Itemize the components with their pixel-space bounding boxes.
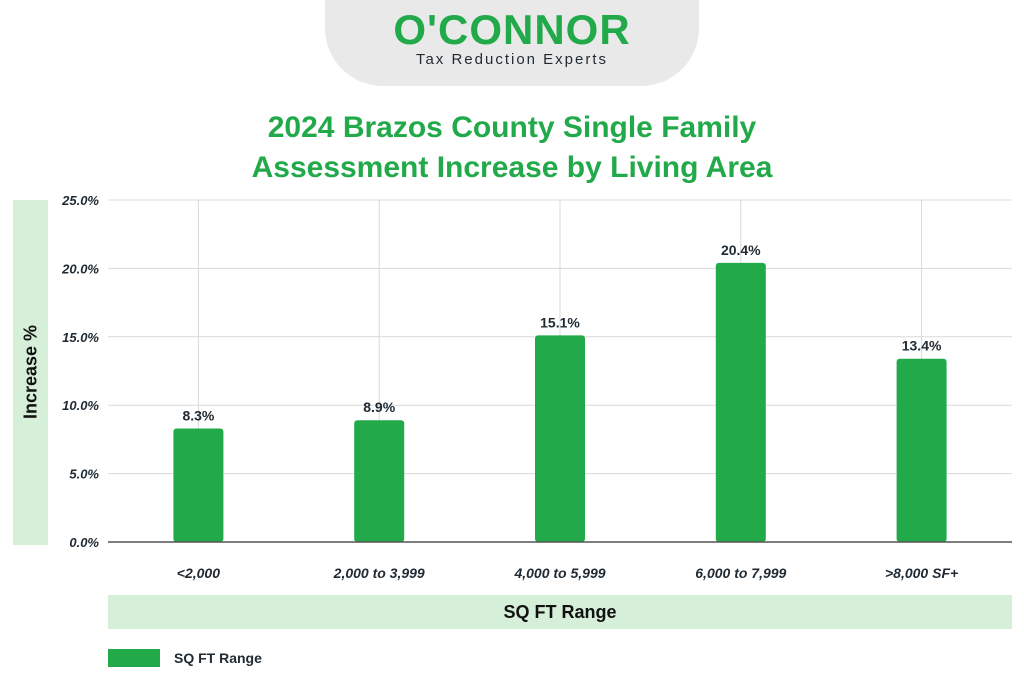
x-axis-label: SQ FT Range <box>503 602 617 622</box>
bar-data-label: 15.1% <box>540 314 580 330</box>
bar <box>173 428 224 542</box>
logo-tagline: Tax Reduction Experts <box>415 51 609 68</box>
chart-title-line-2: Assessment Increase by Living Area <box>251 151 773 184</box>
bar-data-label: 20.4% <box>721 242 761 258</box>
logo-header: O'CONNOR Tax Reduction Experts <box>325 0 699 86</box>
x-tick-label: 4,000 to 5,999 <box>513 565 605 581</box>
logo-brand: O'CONNOR <box>393 6 631 53</box>
bar <box>535 335 585 542</box>
bar <box>896 358 947 542</box>
bar-data-label: 8.9% <box>363 399 395 415</box>
legend-label: SQ FT Range <box>174 650 262 666</box>
x-tick-label: <2,000 <box>177 565 220 581</box>
y-axis-label-band <box>13 200 48 545</box>
chart-title-line-1: 2024 Brazos County Single Family <box>267 111 757 144</box>
y-tick-label: 15.0% <box>62 330 99 345</box>
x-tick-label: 6,000 to 7,999 <box>695 565 786 581</box>
bar-data-label: 8.3% <box>182 407 214 423</box>
legend: SQ FT Range <box>108 648 262 668</box>
chart-title: 2024 Brazos County Single Family Assessm… <box>112 108 912 188</box>
y-tick-label: 25.0% <box>61 193 99 208</box>
x-axis-label-band <box>108 595 1012 629</box>
bar <box>715 262 766 542</box>
x-tick-label: 2,000 to 3,999 <box>333 565 425 581</box>
bar-data-label: 13.4% <box>902 338 942 354</box>
y-tick-label: 0.0% <box>69 535 99 550</box>
bar <box>354 420 405 542</box>
y-tick-label: 10.0% <box>62 398 99 413</box>
legend-swatch <box>108 649 160 667</box>
y-tick-label: 5.0% <box>69 467 99 482</box>
x-tick-label: >8,000 SF+ <box>885 565 958 581</box>
y-tick-label: 20.0% <box>61 261 99 276</box>
